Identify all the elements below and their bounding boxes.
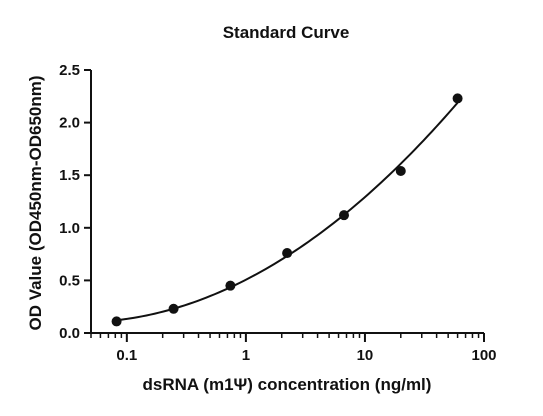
fit-curve [116,102,459,322]
data-points [111,93,463,327]
y-axis-label: OD Value (OD450nm-OD650nm) [26,75,45,330]
data-point [111,316,122,327]
y-tick-label: 1.5 [59,167,80,184]
x-tick-label: 0.1 [116,347,137,364]
data-point [395,165,406,176]
y-tick-label: 2.5 [59,62,80,79]
x-axis-label: dsRNA (m1Ψ) concentration (ng/ml) [143,375,432,394]
data-point [225,280,236,291]
x-tick-label: 10 [357,347,374,364]
y-tick-label: 1.0 [59,220,80,237]
data-point [282,248,293,259]
x-tick-label: 1 [242,347,250,364]
data-point [452,93,463,104]
x-tick-label: 100 [471,347,496,364]
y-tick-label: 0.5 [59,272,80,289]
y-axis: 0.0 0.5 1.0 1.5 2.0 2.5 [59,62,92,342]
y-tick-label: 2.0 [59,115,80,132]
x-axis: 0.1 1 10 100 [90,332,497,364]
data-point [339,210,350,221]
data-point [168,303,179,314]
y-tick-label: 0.0 [59,325,80,342]
chart-title: Standard Curve [223,23,350,42]
